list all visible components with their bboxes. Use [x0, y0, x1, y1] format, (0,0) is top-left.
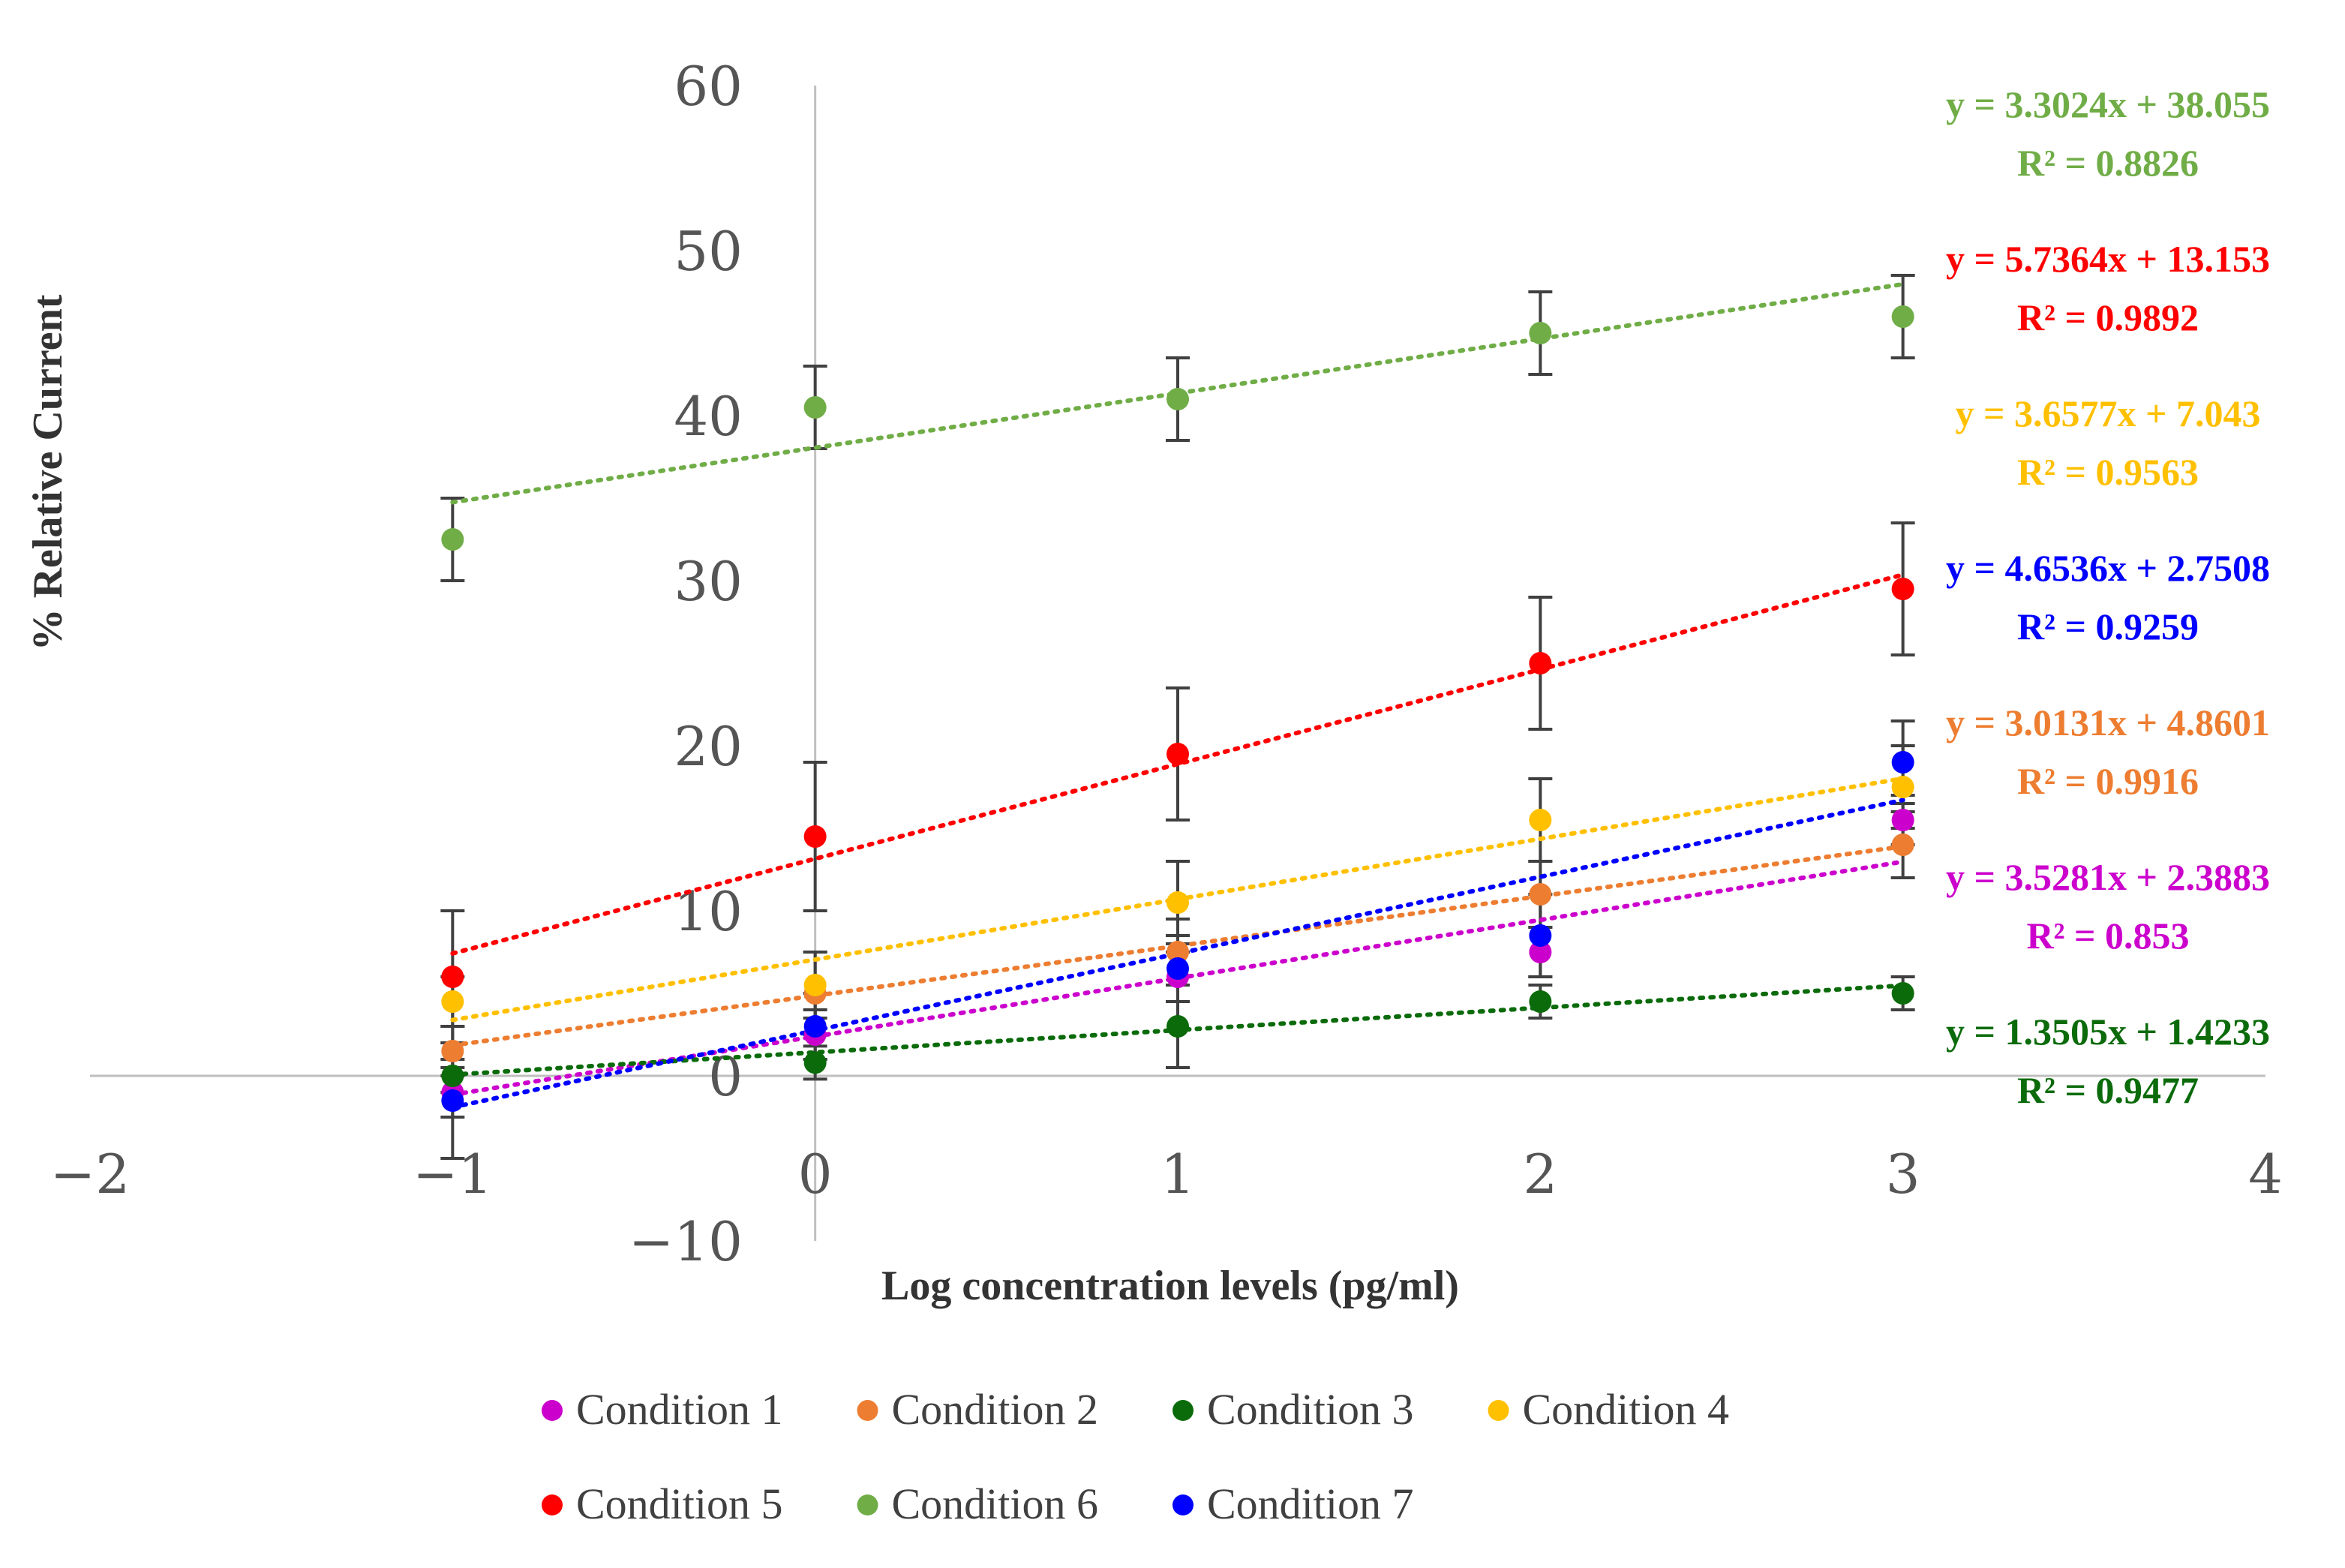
x-tick-label: 0 — [798, 1143, 833, 1206]
data-point — [1891, 834, 1914, 856]
trendline-r2: R² = 0.9259 — [2017, 605, 2199, 647]
x-tick-label: 1 — [1160, 1143, 1195, 1206]
data-point — [441, 1065, 464, 1087]
legend-marker — [1172, 1400, 1194, 1421]
legend-label: Condition 6 — [892, 1479, 1099, 1528]
legend-label: Condition 3 — [1207, 1385, 1414, 1434]
trendline-equation: y = 3.0131x + 4.8601 — [1946, 701, 2270, 743]
data-point — [803, 825, 827, 848]
x-tick-label: 3 — [1886, 1143, 1920, 1206]
legend-label: Condition 7 — [1207, 1479, 1414, 1528]
trendline-equation: y = 3.6577x + 7.043 — [1956, 392, 2261, 434]
x-tick-label: 4 — [2248, 1143, 2283, 1206]
data-point — [1891, 305, 1914, 328]
y-tick-label: 60 — [674, 55, 743, 118]
data-point — [441, 1089, 464, 1112]
legend-marker — [1172, 1494, 1194, 1515]
data-point — [1529, 883, 1552, 906]
trendline-equation: y = 3.3024x + 38.055 — [1946, 83, 2270, 125]
legend-label: Condition 1 — [576, 1385, 783, 1434]
data-point — [441, 966, 464, 988]
data-point — [1166, 891, 1189, 914]
data-point — [1529, 941, 1552, 963]
y-tick-label: 40 — [674, 385, 743, 448]
legend-label: Condition 5 — [576, 1479, 783, 1528]
y-tick-label: −10 — [629, 1210, 743, 1273]
trendline-r2: R² = 0.9916 — [2017, 760, 2199, 802]
data-point — [1891, 776, 1914, 798]
y-tick-label: 30 — [674, 550, 743, 613]
trendline-equation: y = 1.3505x + 1.4233 — [1946, 1011, 2270, 1053]
data-point — [441, 1040, 464, 1062]
data-point — [1166, 388, 1189, 410]
data-point — [1891, 578, 1914, 600]
data-point — [1529, 924, 1552, 947]
y-tick-label: 10 — [674, 880, 743, 943]
y-tick-label: 20 — [674, 715, 743, 778]
trendline-r2: R² = 0.9477 — [2017, 1069, 2199, 1111]
data-point — [1166, 957, 1189, 980]
data-point — [1529, 652, 1552, 674]
trendline — [450, 844, 1905, 1048]
trendline-r2: R² = 0.9892 — [2017, 296, 2199, 338]
data-point — [1166, 941, 1189, 963]
data-point — [1891, 809, 1914, 831]
legend-label: Condition 4 — [1523, 1385, 1730, 1434]
trendline-equation: y = 4.6536x + 2.7508 — [1946, 547, 2270, 589]
trendline-r2: R² = 0.9563 — [2017, 451, 2199, 493]
x-tick-label: 2 — [1523, 1143, 1557, 1206]
data-point — [441, 990, 464, 1013]
legend-marker — [857, 1494, 878, 1515]
data-point — [1529, 809, 1552, 831]
trendline-equation: y = 3.5281x + 2.3883 — [1946, 856, 2270, 898]
legend-marker — [542, 1400, 563, 1421]
y-tick-label: 50 — [674, 220, 743, 283]
data-point — [1891, 751, 1914, 773]
y-axis-title: % Relative Current — [25, 294, 71, 650]
data-point — [441, 528, 464, 551]
legend-label: Condition 2 — [892, 1385, 1099, 1434]
trendline-r2: R² = 0.8826 — [2017, 142, 2199, 184]
data-point — [803, 1015, 827, 1038]
data-point — [1166, 743, 1189, 765]
data-point — [1891, 982, 1914, 1005]
x-tick-label: −2 — [50, 1143, 130, 1206]
trendline-r2: R² = 0.853 — [2026, 915, 2189, 957]
legend-marker — [857, 1400, 878, 1421]
data-point — [1529, 322, 1552, 344]
legend-marker — [1488, 1400, 1509, 1421]
data-point — [803, 1051, 827, 1074]
legend-marker — [542, 1494, 563, 1515]
x-axis-title: Log concentration levels (pg/ml) — [881, 1263, 1459, 1309]
data-point — [1529, 990, 1552, 1013]
trendline-equation: y = 5.7364x + 13.153 — [1946, 238, 2270, 280]
data-point — [803, 396, 827, 419]
data-point — [1166, 1015, 1189, 1038]
data-point — [803, 974, 827, 996]
